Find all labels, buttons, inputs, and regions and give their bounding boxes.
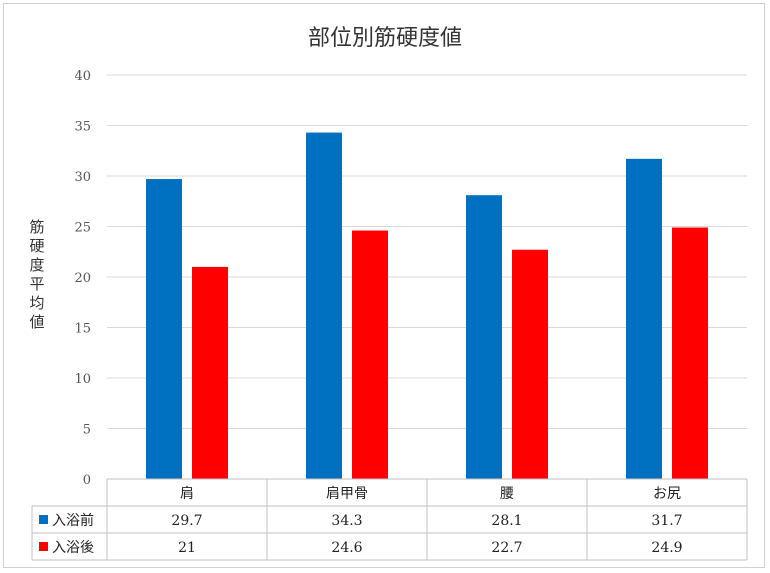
chart-title: 部位別筋硬度値 <box>307 26 462 51</box>
y-tick-label: 35 <box>74 120 91 135</box>
bar <box>192 266 228 479</box>
bar <box>512 249 548 479</box>
legend-label: 入浴後 <box>52 540 94 556</box>
bar <box>146 179 182 479</box>
bar <box>672 227 708 479</box>
y-tick-label: 40 <box>74 69 91 84</box>
y-tick-label: 15 <box>74 322 91 337</box>
bar <box>306 132 342 479</box>
legend-swatch <box>39 542 48 551</box>
y-tick-label: 10 <box>74 372 91 387</box>
y-tick-label: 25 <box>74 221 91 236</box>
data-label: 21 <box>178 540 196 556</box>
legend-label: 入浴前 <box>52 512 94 529</box>
x-tick-label: 肩 <box>180 486 194 502</box>
data-label: 29.7 <box>171 513 202 529</box>
x-tick-label: 腰 <box>500 486 514 502</box>
bar <box>626 158 662 479</box>
data-label: 34.3 <box>331 513 362 529</box>
y-tick-label: 20 <box>74 271 91 286</box>
data-label: 24.6 <box>331 540 362 556</box>
y-tick-label: 5 <box>83 423 91 438</box>
x-tick-label: お尻 <box>653 486 681 502</box>
legend-swatch <box>39 515 48 524</box>
bar <box>352 230 388 479</box>
y-tick-label: 30 <box>74 170 91 185</box>
x-tick-label: 肩甲骨 <box>326 486 368 502</box>
bar <box>466 195 502 479</box>
data-label: 31.7 <box>651 513 682 529</box>
data-label: 28.1 <box>491 513 522 529</box>
y-axis-label: 筋硬度平均値 <box>29 218 45 331</box>
y-tick-label: 0 <box>83 473 91 488</box>
data-label: 24.9 <box>651 540 682 556</box>
data-label: 22.7 <box>491 540 522 556</box>
